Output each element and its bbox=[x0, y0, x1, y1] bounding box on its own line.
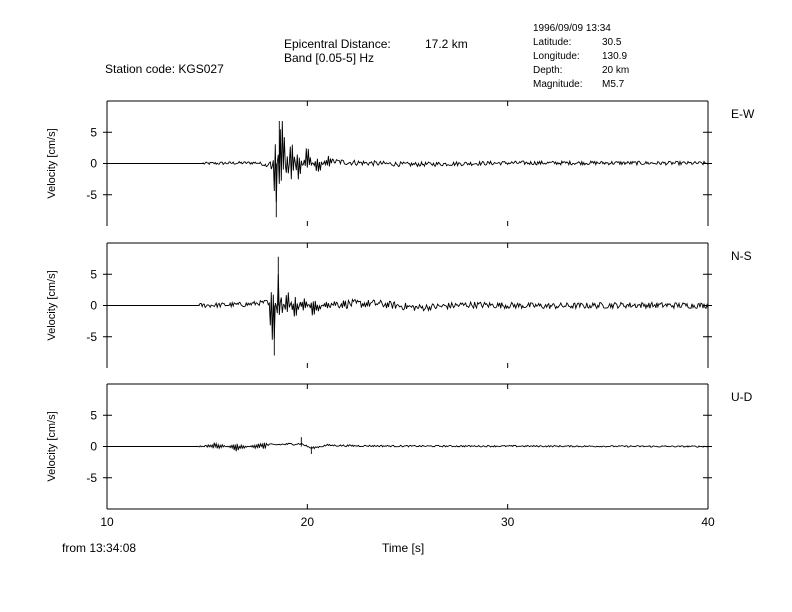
panel-n-s-ytick-label-0: 0 bbox=[90, 299, 97, 313]
xtick-label-40: 40 bbox=[701, 515, 715, 529]
panel-u-d-ytick-label-0: 0 bbox=[90, 440, 97, 454]
station-code: Station code: KGS027 bbox=[105, 62, 224, 76]
panel-u-d-ytick-label--5: -5 bbox=[86, 471, 97, 485]
info-label-latitude: Latitude: bbox=[533, 37, 572, 48]
xtick-label-10: 10 bbox=[100, 515, 114, 529]
panel-e-w-ytick-label--5: -5 bbox=[86, 188, 97, 202]
panel-e-w-ytick-label-5: 5 bbox=[90, 125, 97, 139]
panel-e-w-ytick-label-0: 0 bbox=[90, 157, 97, 171]
epicentral-distance-label: Epicentral Distance: bbox=[284, 37, 391, 51]
info-value-magnitude: M5.7 bbox=[602, 79, 625, 90]
band-label: Band [0.05-5] Hz bbox=[284, 51, 375, 65]
start-time: from 13:34:08 bbox=[62, 541, 137, 555]
xtick-label-30: 30 bbox=[501, 515, 515, 529]
panel-e-w-component-label: E-W bbox=[731, 107, 755, 121]
x-axis-label: Time [s] bbox=[382, 541, 425, 555]
info-value-latitude: 30.5 bbox=[602, 37, 622, 48]
panel-n-s-component-label: N-S bbox=[731, 249, 752, 263]
panel-u-d-component-label: U-D bbox=[731, 390, 753, 404]
info-value-depth: 20 km bbox=[602, 65, 630, 76]
epicentral-distance-value: 17.2 km bbox=[425, 37, 468, 51]
panel-e-w-waveform bbox=[107, 120, 709, 203]
info-value-longitude: 130.9 bbox=[602, 51, 628, 62]
info-label-longitude: Longitude: bbox=[533, 51, 580, 62]
xtick-label-20: 20 bbox=[301, 515, 315, 529]
panel-n-s-waveform bbox=[107, 273, 709, 340]
panel-n-s-ylabel: Velocity [cm/s] bbox=[46, 270, 58, 340]
info-label-magnitude: Magnitude: bbox=[533, 79, 583, 90]
panel-n-s-ytick-label-5: 5 bbox=[90, 267, 97, 281]
panel-u-d-ytick-label-5: 5 bbox=[90, 408, 97, 422]
panel-u-d-waveform bbox=[107, 441, 709, 452]
panel-u-d-ylabel: Velocity [cm/s] bbox=[46, 411, 58, 481]
panel-e-w-ylabel: Velocity [cm/s] bbox=[46, 128, 58, 198]
info-label-depth: Depth: bbox=[533, 65, 563, 76]
panel-n-s-ytick-label--5: -5 bbox=[86, 330, 97, 344]
event-datetime: 1996/09/09 13:34 bbox=[533, 23, 611, 34]
